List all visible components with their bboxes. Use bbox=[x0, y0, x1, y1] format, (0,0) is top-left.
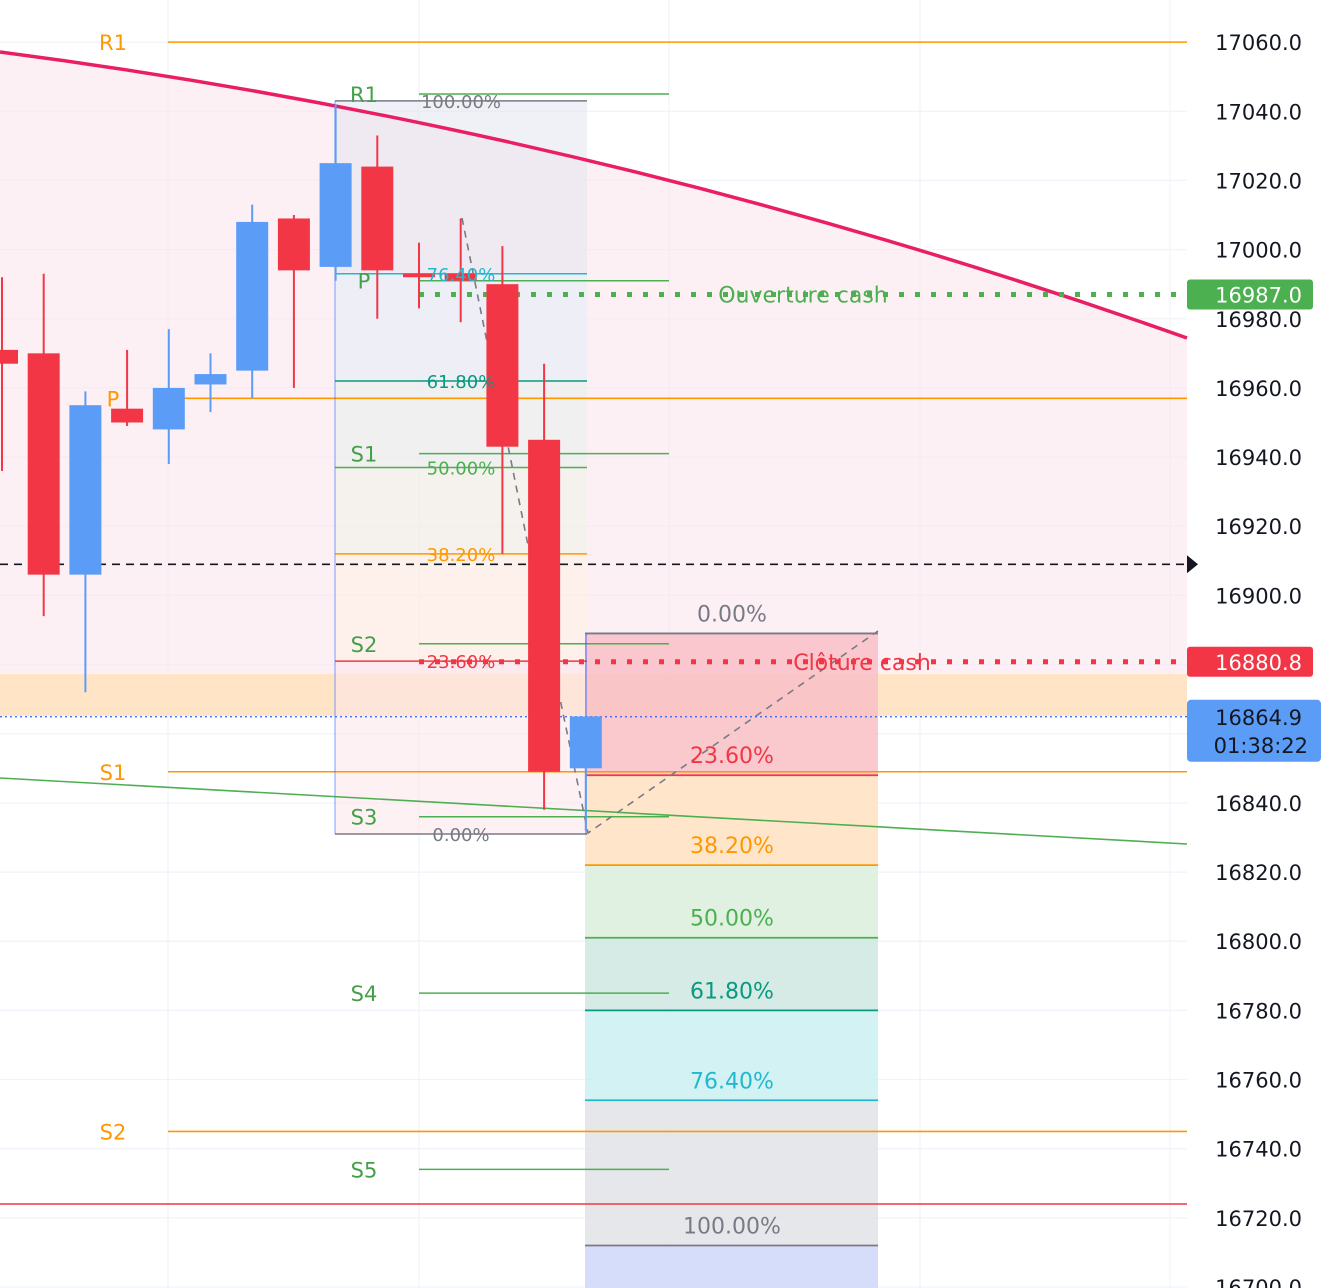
fib-retracement-label: 61.80% bbox=[427, 372, 496, 393]
fib-retracement-label: 23.60% bbox=[427, 652, 496, 673]
candle-body bbox=[69, 405, 102, 575]
price-tick-label: 16760.0 bbox=[1215, 1069, 1302, 1093]
trend-line-green bbox=[0, 777, 1188, 845]
channel-fill bbox=[0, 52, 1187, 716]
crosshair-arrow bbox=[1187, 555, 1198, 574]
countdown-text: 01:38:22 bbox=[1214, 734, 1308, 758]
candle-body bbox=[361, 166, 394, 271]
price-tag-text: 16987.0 bbox=[1215, 284, 1302, 308]
price-tick-label: 16960.0 bbox=[1215, 377, 1302, 401]
candles bbox=[0, 104, 602, 831]
price-tick-label: 16840.0 bbox=[1215, 792, 1302, 816]
fib-extension-label: 61.80% bbox=[690, 979, 774, 1004]
candle-body bbox=[0, 349, 18, 364]
fib-extension-zone bbox=[585, 865, 878, 938]
candle-body bbox=[444, 273, 477, 281]
pivot-label-green: S5 bbox=[351, 1158, 378, 1182]
pivot-label-orange: S2 bbox=[100, 1120, 127, 1144]
fib-extension-zone bbox=[585, 1100, 878, 1246]
fib-extension-zone bbox=[585, 775, 878, 866]
pivot-label-orange: S1 bbox=[100, 761, 127, 785]
candle-body bbox=[319, 163, 352, 267]
price-tick-label: 16700.0 bbox=[1215, 1276, 1302, 1288]
pivot-label-green: S4 bbox=[351, 982, 378, 1006]
candle-body bbox=[152, 387, 185, 430]
named-level-label: Ouverture cash bbox=[718, 284, 888, 309]
pivot-label-green: P bbox=[358, 270, 371, 294]
fib-extension-label: 0.00% bbox=[697, 602, 767, 627]
fib-extension-label: 38.20% bbox=[690, 834, 774, 859]
pivot-label-green: S2 bbox=[351, 633, 378, 657]
fib-extension-label: 100.00% bbox=[683, 1215, 781, 1240]
fib-extension-label: 23.60% bbox=[690, 744, 774, 769]
fib-retracement-label: 50.00% bbox=[427, 458, 496, 479]
candle-body bbox=[569, 716, 602, 769]
pivot-label-green: S1 bbox=[351, 443, 378, 467]
fib-retracement-label: 0.00% bbox=[432, 825, 489, 846]
fib-extension-zone bbox=[585, 937, 878, 1011]
current-price-tag bbox=[1187, 699, 1321, 762]
candle-body bbox=[486, 284, 519, 447]
pivot-label-green: S3 bbox=[351, 806, 378, 830]
price-tick-label: 16820.0 bbox=[1215, 861, 1302, 885]
price-tick-label: 16940.0 bbox=[1215, 446, 1302, 470]
fib-retracement-label: 76.40% bbox=[427, 265, 496, 286]
candle-body bbox=[111, 408, 144, 423]
price-tick-label: 16800.0 bbox=[1215, 930, 1302, 954]
level-labels: R1 P S1 S2 R1 P S1 S2 S3 S4 S5 100.00% 76.40% 61.80% 5… bbox=[99, 31, 931, 1240]
fib-zones bbox=[0, 52, 1187, 1288]
candle-body bbox=[528, 439, 561, 772]
price-tick-label: 16920.0 bbox=[1215, 515, 1302, 539]
pivot-label-orange: R1 bbox=[99, 31, 127, 55]
price-tick-label: 16780.0 bbox=[1215, 999, 1302, 1023]
fib-extension-zone bbox=[585, 1010, 878, 1101]
current-price-text: 16864.9 bbox=[1215, 706, 1302, 730]
candle-body bbox=[27, 353, 60, 575]
pivot-label-green: R1 bbox=[350, 83, 378, 107]
fib-extension-label: 76.40% bbox=[690, 1069, 774, 1094]
fib-retracement-label: 38.20% bbox=[427, 545, 496, 566]
candle-body bbox=[277, 218, 310, 271]
fib-extension-label: 50.00% bbox=[690, 907, 774, 932]
price-tick-label: 16980.0 bbox=[1215, 308, 1302, 332]
candle-body bbox=[403, 273, 435, 278]
price-tick-label: 16900.0 bbox=[1215, 584, 1302, 608]
price-tags: 16987.0 16880.8 16864.9 01:38:22 bbox=[1187, 279, 1321, 762]
pivot-label-orange: P bbox=[107, 387, 120, 411]
price-tick-label: 17060.0 bbox=[1215, 31, 1302, 55]
candle-body bbox=[236, 221, 269, 371]
price-tag-text: 16880.8 bbox=[1215, 651, 1302, 675]
fib-extension-zone bbox=[585, 633, 878, 776]
price-tick-label: 16740.0 bbox=[1215, 1138, 1302, 1162]
fib-retracement-label: 100.00% bbox=[421, 92, 501, 113]
price-tag bbox=[1187, 646, 1313, 677]
named-level-label: Clôture cash bbox=[793, 651, 931, 676]
price-tick-label: 17020.0 bbox=[1215, 169, 1302, 193]
price-tick-label: 16720.0 bbox=[1215, 1207, 1302, 1231]
channel-curve bbox=[0, 50, 1188, 340]
fib-extension-zone bbox=[585, 1245, 878, 1288]
price-tag bbox=[1187, 279, 1313, 310]
price-tick-label: 17000.0 bbox=[1215, 239, 1302, 263]
price-tick-label: 17040.0 bbox=[1215, 100, 1302, 124]
candle-body bbox=[194, 374, 227, 385]
